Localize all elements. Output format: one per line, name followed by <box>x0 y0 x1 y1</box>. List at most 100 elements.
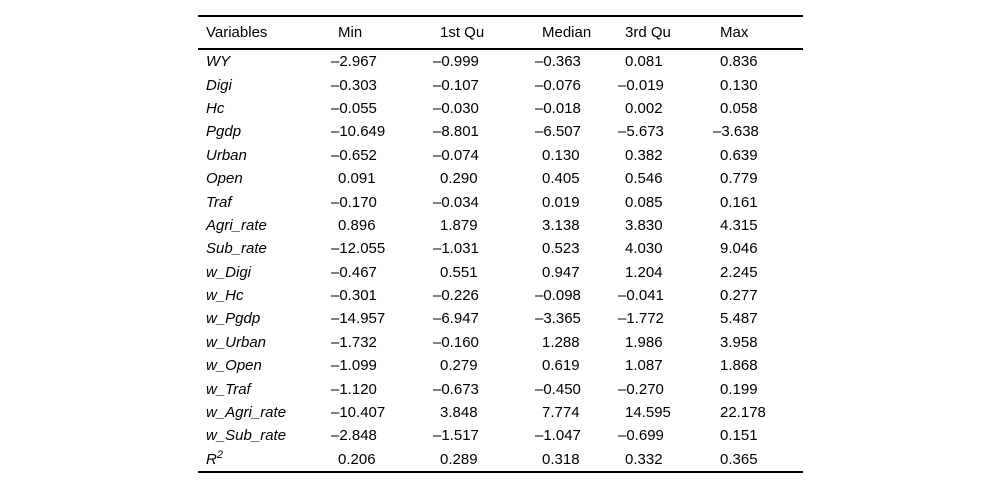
stat-value: 0.130 <box>542 146 580 164</box>
stat-value: –0.030 <box>433 99 479 117</box>
table-row: w_Digi –0.467 0.551 0.947 1.204 2.245 <box>198 261 803 284</box>
column-header-min: Min <box>338 24 363 41</box>
variable-label: w_Sub_rate <box>206 427 287 445</box>
table-row: w_Traf –1.120 –0.673 –0.450 –0.270 0.199 <box>198 377 803 400</box>
stat-value: –1.120 <box>331 380 377 398</box>
stat-value: –10.407 <box>331 404 386 422</box>
stat-value: –0.226 <box>433 287 479 305</box>
table-row: Open 0.091 0.290 0.405 0.546 0.779 <box>198 167 803 190</box>
stat-value: –0.363 <box>535 53 581 71</box>
variable-label: Open <box>206 170 243 188</box>
table-row: w_Hc –0.301 –0.226 –0.098 –0.041 0.277 <box>198 284 803 307</box>
stat-value: –0.034 <box>433 193 479 211</box>
stat-value: 1.986 <box>625 333 663 351</box>
stat-value: –0.652 <box>331 146 377 164</box>
stat-value: –0.270 <box>618 380 664 398</box>
stat-value: –0.041 <box>618 287 664 305</box>
variable-label: Digi <box>206 76 232 94</box>
stat-value: 4.030 <box>625 240 663 258</box>
stat-value: 1.204 <box>625 263 663 281</box>
stat-value: 22.178 <box>720 404 766 422</box>
stat-value: 0.277 <box>720 287 758 305</box>
table-row: w_Agri_rate –10.407 3.848 7.774 14.595 22.178 <box>198 401 803 424</box>
stat-value: –0.019 <box>618 76 664 94</box>
stat-value: –1.517 <box>433 427 479 445</box>
stat-value: 3.138 <box>542 216 580 234</box>
stat-value: –0.160 <box>433 333 479 351</box>
table-row: w_Sub_rate –2.848 –1.517 –1.047 –0.699 0.151 <box>198 424 803 447</box>
stat-value: 0.896 <box>338 216 376 234</box>
table-row: Agri_rate 0.896 1.879 3.138 3.830 4.315 <box>198 214 803 237</box>
variable-label: Traf <box>206 193 232 211</box>
stat-value: 0.289 <box>440 450 478 468</box>
stat-value: 0.546 <box>625 170 663 188</box>
table-row: WY –2.967 –0.999 –0.363 0.081 0.836 <box>198 49 803 73</box>
table-row: R2 0.206 0.289 0.318 0.332 0.365 <box>198 448 803 472</box>
variable-label: Pgdp <box>206 123 242 141</box>
stat-value: 3.830 <box>625 216 663 234</box>
stat-value: 2.245 <box>720 263 758 281</box>
stat-value: –3.638 <box>713 123 759 141</box>
stat-value: –10.649 <box>331 123 386 141</box>
table-row: w_Pgdp –14.957 –6.947 –3.365 –1.772 5.487 <box>198 307 803 330</box>
stat-value: 0.085 <box>625 193 663 211</box>
stat-value: 5.487 <box>720 310 758 328</box>
variable-label: w_Digi <box>206 263 252 281</box>
stat-value: 3.958 <box>720 333 758 351</box>
stat-value: 0.779 <box>720 170 758 188</box>
stat-value: 0.551 <box>440 263 478 281</box>
table-row: w_Open –1.099 0.279 0.619 1.087 1.868 <box>198 354 803 377</box>
stat-value: 0.081 <box>625 53 663 71</box>
stat-value: 0.199 <box>720 380 758 398</box>
stat-value: 0.091 <box>338 170 376 188</box>
stat-value: –2.848 <box>331 427 377 445</box>
stat-value: –0.055 <box>331 99 377 117</box>
column-header-max: Max <box>720 24 749 41</box>
stat-value: –6.947 <box>433 310 479 328</box>
stat-value: 0.161 <box>720 193 758 211</box>
table-row: Urban –0.652 –0.074 0.130 0.382 0.639 <box>198 144 803 167</box>
stat-value: 0.639 <box>720 146 758 164</box>
stat-value: –0.076 <box>535 76 581 94</box>
stat-value: 0.405 <box>542 170 580 188</box>
stat-value: 0.318 <box>542 450 580 468</box>
variable-label: w_Urban <box>206 333 267 351</box>
stat-value: 1.879 <box>440 216 478 234</box>
variable-label: Agri_rate <box>206 216 267 234</box>
stat-value: –1.099 <box>331 357 377 375</box>
stat-value: 14.595 <box>625 404 671 422</box>
variable-label: WY <box>206 53 231 71</box>
variable-label: w_Open <box>206 357 262 375</box>
table-row: Pgdp –10.649 –8.801 –6.507 –5.673 –3.638 <box>198 120 803 143</box>
stat-value: –1.031 <box>433 240 479 258</box>
stat-value: 0.279 <box>440 357 478 375</box>
stat-value: –0.467 <box>331 263 377 281</box>
stat-value: 0.523 <box>542 240 580 258</box>
stat-value: –0.999 <box>433 53 479 71</box>
stat-value: 0.619 <box>542 357 580 375</box>
stat-value: –1.732 <box>331 333 377 351</box>
stat-value: –0.107 <box>433 76 479 94</box>
stat-value: 0.130 <box>720 76 758 94</box>
stat-value: 7.774 <box>542 404 580 422</box>
stat-value: –8.801 <box>433 123 479 141</box>
stat-value: 1.087 <box>625 357 663 375</box>
variable-label: Urban <box>206 146 247 164</box>
stat-value: –2.967 <box>331 53 377 71</box>
stat-value: –12.055 <box>331 240 386 258</box>
stat-value: –6.507 <box>535 123 581 141</box>
stat-value: –0.170 <box>331 193 377 211</box>
stat-value: 0.206 <box>338 450 376 468</box>
column-header-3rd-qu: 3rd Qu <box>625 24 671 41</box>
stat-value: 0.947 <box>542 263 580 281</box>
stat-value: –0.074 <box>433 146 479 164</box>
stat-value: –3.365 <box>535 310 581 328</box>
column-header-variables: Variables <box>206 24 268 41</box>
column-header-median: Median <box>542 24 592 41</box>
stat-value: 0.151 <box>720 427 758 445</box>
variable-label: w_Pgdp <box>206 310 261 328</box>
stat-value: –5.673 <box>618 123 664 141</box>
stat-value: 0.382 <box>625 146 663 164</box>
stat-value: 0.365 <box>720 450 758 468</box>
stat-value: –0.303 <box>331 76 377 94</box>
